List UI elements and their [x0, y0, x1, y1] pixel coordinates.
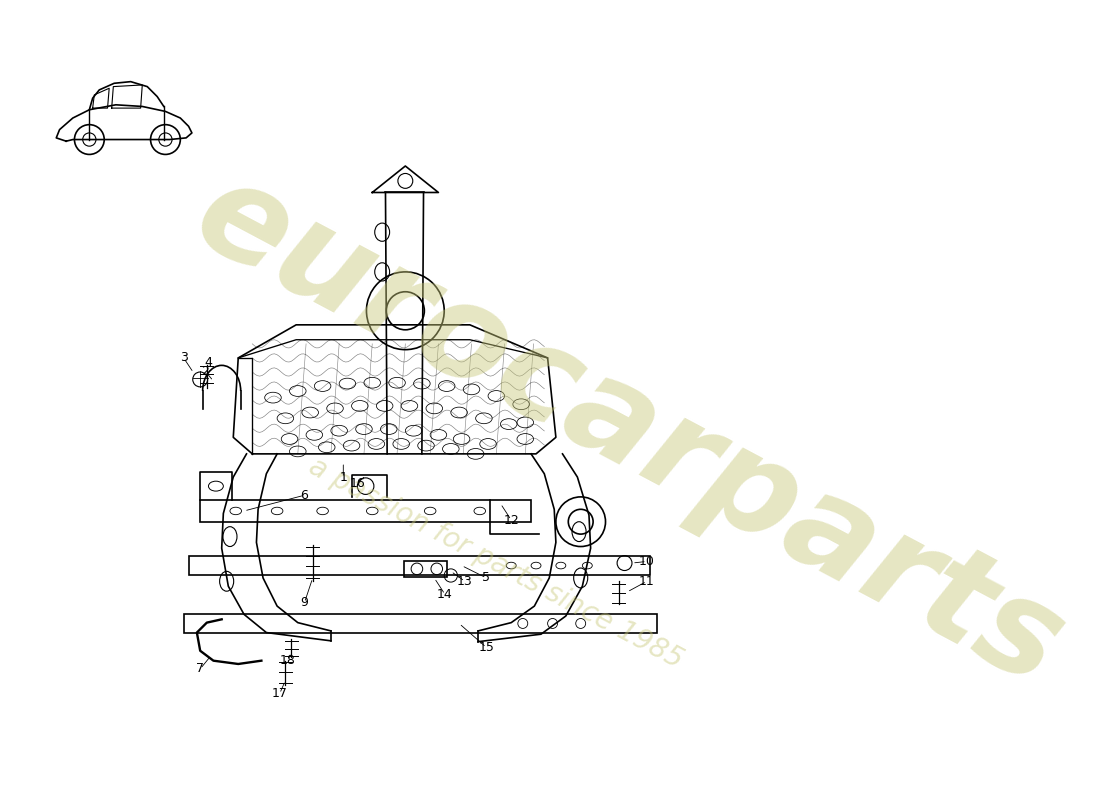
- Text: 1: 1: [340, 471, 348, 484]
- Text: 17: 17: [272, 687, 287, 700]
- Text: 11: 11: [639, 574, 654, 588]
- Text: a passion for parts since 1985: a passion for parts since 1985: [305, 452, 689, 674]
- Text: 4: 4: [205, 356, 212, 370]
- Text: 13: 13: [456, 574, 473, 588]
- Text: 15: 15: [478, 641, 494, 654]
- Text: eurocarparts: eurocarparts: [174, 149, 1084, 713]
- Text: 10: 10: [639, 555, 654, 568]
- Text: 12: 12: [504, 514, 519, 526]
- Text: 5: 5: [483, 571, 491, 585]
- Bar: [188, 557, 650, 574]
- Bar: [404, 561, 447, 577]
- Text: 9: 9: [300, 596, 308, 610]
- Bar: [184, 614, 657, 633]
- Text: 7: 7: [196, 662, 205, 675]
- Text: 14: 14: [437, 588, 453, 601]
- Text: 6: 6: [300, 489, 308, 502]
- Bar: [200, 500, 531, 522]
- Text: 18: 18: [279, 654, 296, 667]
- Text: 3: 3: [179, 351, 188, 365]
- Text: 16: 16: [350, 477, 365, 490]
- Text: 2: 2: [201, 365, 209, 378]
